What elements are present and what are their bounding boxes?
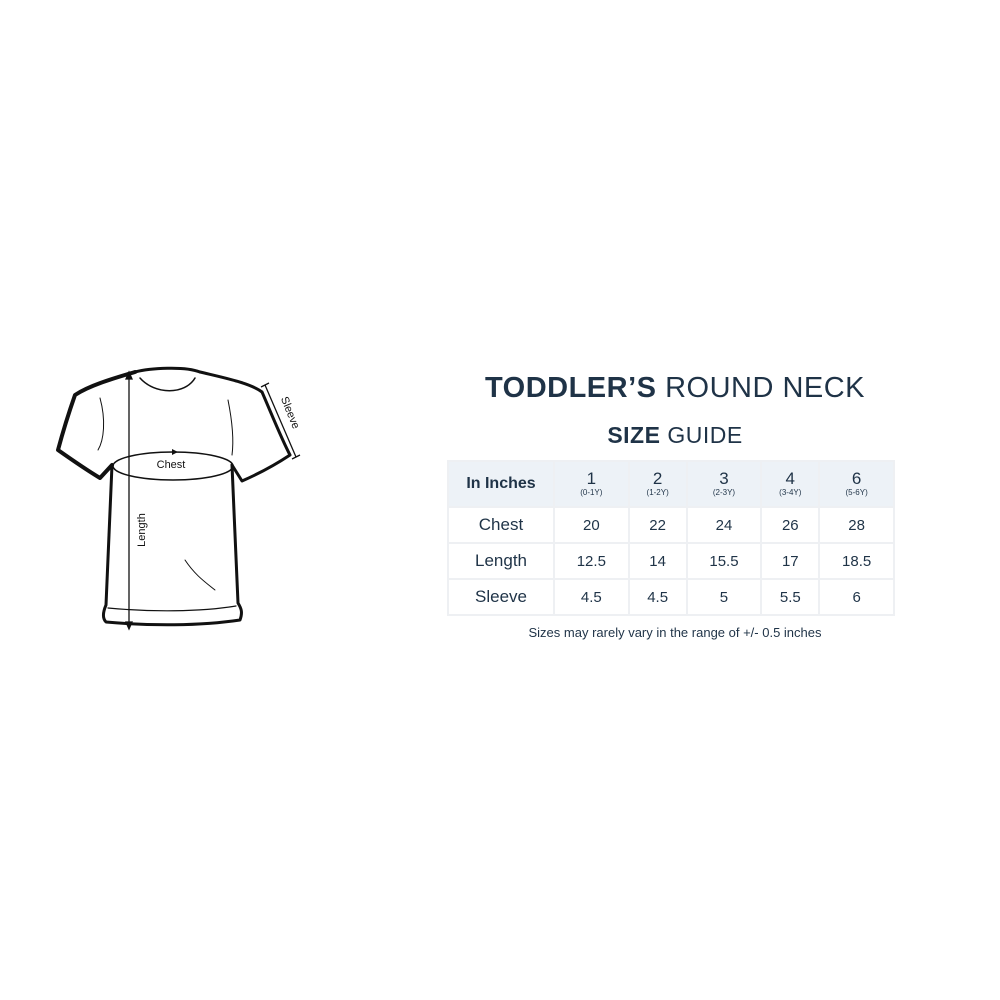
table-cell: 26 xyxy=(760,506,821,544)
length-arrow xyxy=(125,370,133,631)
chest-arrow xyxy=(172,449,178,455)
table-cell: 15.5 xyxy=(685,542,763,580)
page-title: TODDLER’S ROUND NECK xyxy=(440,372,910,405)
shirt-outline-left xyxy=(56,370,137,480)
size-age: (1-2Y) xyxy=(646,488,669,497)
size-age: (0-1Y) xyxy=(580,488,603,497)
table-header-row: In Inches 1 (0-1Y) 2 (1-2Y) 3 (2-3Y) 4 (3-4Y… xyxy=(447,460,895,508)
table-row: Length 12.5 14 15.5 17 18.5 xyxy=(447,542,895,580)
page-subtitle: SIZE GUIDE xyxy=(440,422,910,449)
table-cell: 5.5 xyxy=(760,578,821,616)
collar xyxy=(133,366,202,374)
header-size: 6 (5-6Y) xyxy=(818,460,895,508)
size-note: Sizes may rarely vary in the range of +/… xyxy=(528,625,822,640)
table-cell: 28 xyxy=(818,506,895,544)
chest-label: Chest xyxy=(157,459,186,471)
row-label: Length xyxy=(447,542,555,580)
hem-line xyxy=(107,605,237,612)
fold-2 xyxy=(227,399,234,456)
size-number: 2 xyxy=(652,469,663,488)
table-row: Sleeve 4.5 4.5 5 5.5 6 xyxy=(447,578,895,616)
table-cell: 17 xyxy=(760,542,821,580)
table-row: Chest 20 22 24 26 28 xyxy=(447,506,895,544)
row-label: Chest xyxy=(447,506,555,544)
header-size: 2 (1-2Y) xyxy=(627,460,688,508)
length-label: Length xyxy=(136,513,148,547)
tshirt-diagram: Chest Length Sleeve xyxy=(56,366,302,631)
shirt-outline-right xyxy=(198,370,292,483)
table-cell: 20 xyxy=(553,506,630,544)
table-cell: 12.5 xyxy=(553,542,630,580)
size-number: 3 xyxy=(719,469,729,488)
row-label: Sleeve xyxy=(447,578,555,616)
table-cell: 4.5 xyxy=(627,578,688,616)
fold-1 xyxy=(97,397,105,451)
size-table: In Inches 1 (0-1Y) 2 (1-2Y) 3 (2-3Y) 4 (3-4Y… xyxy=(447,460,895,616)
table-cell: 24 xyxy=(685,506,763,544)
size-age: (2-3Y) xyxy=(712,488,736,497)
collar-inner xyxy=(139,377,196,392)
header-size: 3 (2-3Y) xyxy=(685,460,763,508)
table-cell: 4.5 xyxy=(553,578,630,616)
table-cell: 18.5 xyxy=(818,542,895,580)
sleeve-measure xyxy=(260,382,301,460)
fold-3 xyxy=(184,559,216,591)
table-cell: 14 xyxy=(627,542,688,580)
size-number: 1 xyxy=(586,469,597,488)
size-age: (5-6Y) xyxy=(845,488,868,497)
header-size: 1 (0-1Y) xyxy=(553,460,630,508)
table-cell: 5 xyxy=(685,578,763,616)
size-number: 6 xyxy=(851,469,862,488)
subtitle-light: GUIDE xyxy=(667,422,743,448)
subtitle-bold: SIZE xyxy=(607,422,661,448)
sleeve-label: Sleeve xyxy=(278,395,302,431)
header-size: 4 (3-4Y) xyxy=(760,460,821,508)
shirt-body xyxy=(101,463,243,627)
title-light: ROUND NECK xyxy=(665,372,866,404)
table-cell: 22 xyxy=(627,506,688,544)
header-corner: In Inches xyxy=(447,460,555,508)
title-bold: TODDLER’S xyxy=(484,372,657,404)
size-age: (3-4Y) xyxy=(779,488,802,497)
table-cell: 6 xyxy=(818,578,895,616)
size-number: 4 xyxy=(785,469,796,488)
